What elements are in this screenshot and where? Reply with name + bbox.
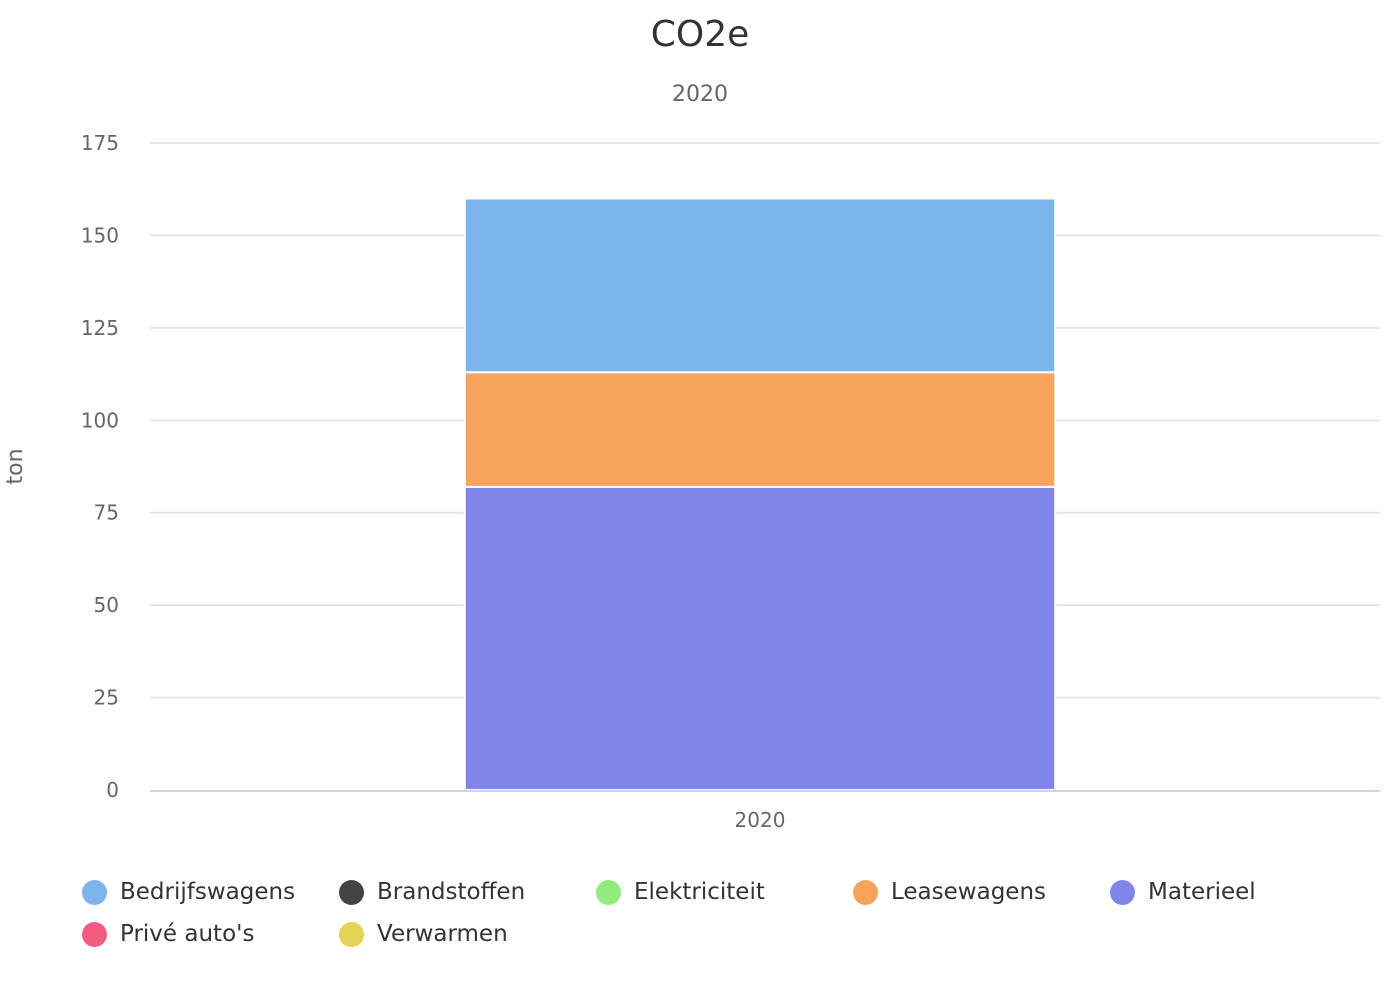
legend-item[interactable]: Elektriciteit [594,874,851,910]
legend-item[interactable]: Bedrijfswagens [80,874,337,910]
legend-swatch [596,879,621,905]
y-tick-label: 150 [81,223,119,247]
legend-label: Elektriciteit [634,879,765,905]
y-tick-label: 125 [81,316,119,340]
legend-item[interactable]: Brandstoffen [337,874,594,910]
y-tick-label: 175 [81,131,119,155]
legend-label: Privé auto's [120,921,255,947]
y-tick-label: 100 [81,408,119,432]
x-tick-label: 2020 [735,808,786,832]
legend-label: Brandstoffen [377,879,526,905]
y-tick-label: 50 [94,593,119,617]
chart-title: CO2e [650,14,750,55]
legend-item[interactable]: Materieel [1108,874,1365,910]
y-tick-label: 0 [106,778,119,802]
chart-plot-area: 0 25 50 75 100 125 150 175 ton 2020 [3,131,1380,832]
bar-segment-leasewagens[interactable] [463,371,1057,488]
legend-swatch [339,921,364,947]
bar-segment-bedrijfswagens[interactable] [463,197,1057,374]
legend-swatch [853,879,878,905]
axes: 0 25 50 75 100 125 150 175 ton 2020 [3,131,1380,832]
legend-swatch [339,879,364,905]
legend-item[interactable]: Verwarmen [337,916,594,952]
y-axis-title: ton [3,448,28,484]
legend-label: Bedrijfswagens [120,879,296,905]
legend-swatch [82,879,107,905]
legend-swatch [1110,879,1135,905]
legend-swatch [82,921,107,947]
bars [463,197,1057,791]
y-tick-label: 25 [94,686,119,710]
legend-label: Verwarmen [377,921,508,947]
legend-label: Leasewagens [891,879,1047,905]
legend: Bedrijfswagens Brandstoffen Elektriciteit L… [80,874,1380,952]
legend-item[interactable]: Privé auto's [80,916,337,952]
bar-segment-materieel[interactable] [463,485,1057,791]
y-tick-label: 75 [94,501,119,525]
legend-item[interactable]: Leasewagens [851,874,1108,910]
chart-subtitle: 2020 [672,82,728,107]
legend-label: Materieel [1148,879,1256,905]
